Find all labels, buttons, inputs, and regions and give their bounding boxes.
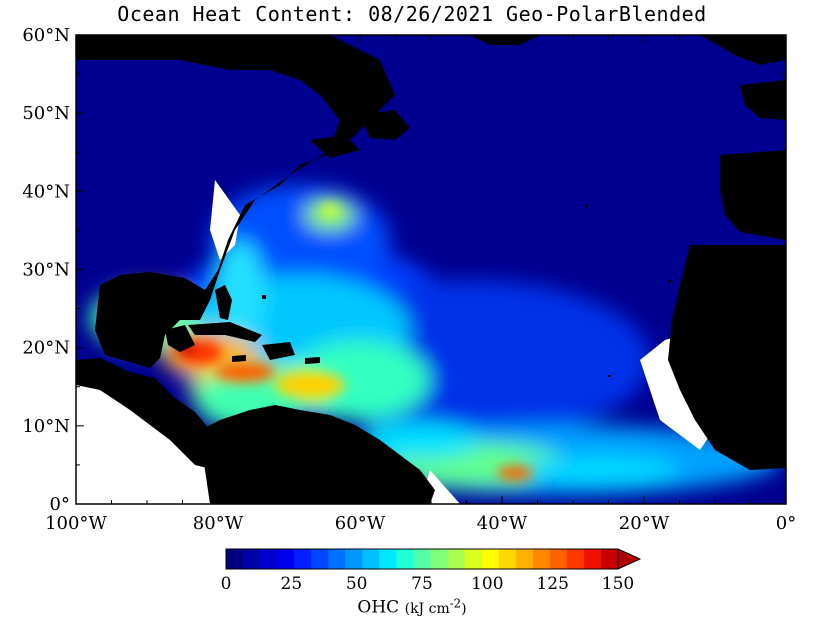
map-plot-area (76, 35, 786, 504)
islands (262, 205, 671, 377)
florida (215, 285, 232, 320)
colorbar-swatch (362, 549, 380, 569)
hispaniola (262, 342, 295, 360)
x-axis-label: 20°W (619, 513, 670, 534)
colorbar-frame (225, 548, 619, 570)
africa (668, 245, 786, 470)
colorbar-swatch (549, 549, 568, 569)
central-america (76, 358, 215, 470)
colorbar: 0 25 50 75 100 125 150 (221, 548, 642, 594)
colorbar-swatch (260, 549, 278, 569)
colorbar-swatch (277, 549, 295, 569)
colorbar-swatch (532, 549, 551, 569)
colorbar-swatch (413, 549, 432, 569)
x-axis-label: 60°W (335, 513, 386, 534)
colorbar-swatch (294, 549, 312, 569)
north-america (76, 35, 395, 368)
y-axis-label: 40°N (22, 181, 70, 202)
newfoundland (360, 110, 410, 140)
colorbar-over-arrow (617, 548, 642, 570)
colorbar-swatch (226, 549, 244, 569)
colorbar-tick-label: 75 (411, 574, 433, 594)
map-title: Ocean Heat Content: 08/26/2021 Geo-Polar… (117, 2, 707, 26)
colorbar-tick-label: 25 (281, 574, 303, 594)
y-axis-label: 10°N (22, 416, 70, 437)
x-axis-ticks: 100°W 80°W 60°W 40°W 20°W 0° (45, 35, 796, 534)
colorbar-swatch (515, 549, 534, 569)
colorbar-tick-label: 100 (471, 574, 503, 594)
europe (720, 150, 786, 240)
colorbar-swatch (566, 549, 585, 569)
y-axis-ticks: 60°N 50°N 40°N 30°N 20°N 10°N 0° (22, 25, 786, 515)
y-axis-label: 0° (50, 494, 70, 515)
colorbar-swatch (464, 549, 483, 569)
colorbar-tick-label: 0 (221, 574, 232, 594)
x-axis-label: 0° (776, 513, 796, 534)
y-axis-label: 60°N (22, 25, 70, 46)
y-axis-label: 50°N (22, 103, 70, 124)
colorbar-swatch (447, 549, 466, 569)
colorbar-swatch (328, 549, 346, 569)
south-america (200, 405, 435, 504)
x-axis-label: 40°W (477, 513, 528, 534)
colorbar-tick-label: 50 (346, 574, 368, 594)
colorbar-tick-label: 150 (602, 574, 634, 594)
colorbar-swatch (243, 549, 261, 569)
colorbar-unit: (kJ cm-2) (404, 596, 467, 617)
colorbar-swatch (430, 549, 449, 569)
land (76, 35, 786, 504)
colorbar-swatch (498, 549, 517, 569)
colorbar-label: OHC (357, 597, 400, 618)
colorbar-title: OHC (kJ cm-2) (0, 596, 824, 618)
colorbar-swatch (396, 549, 414, 569)
colorbar-swatch (481, 549, 500, 569)
y-axis-label: 30°N (22, 260, 70, 281)
x-axis-label: 80°W (193, 513, 244, 534)
cuba (188, 322, 262, 342)
y-axis-label: 20°N (22, 338, 70, 359)
colorbar-swatch (345, 549, 363, 569)
x-axis-label: 100°W (45, 513, 107, 534)
colorbar-swatch (311, 549, 329, 569)
colorbar-swatch (379, 549, 397, 569)
colorbar-swatch (600, 549, 619, 569)
colorbar-swatch (583, 549, 602, 569)
colorbar-tick-label: 125 (536, 574, 568, 594)
